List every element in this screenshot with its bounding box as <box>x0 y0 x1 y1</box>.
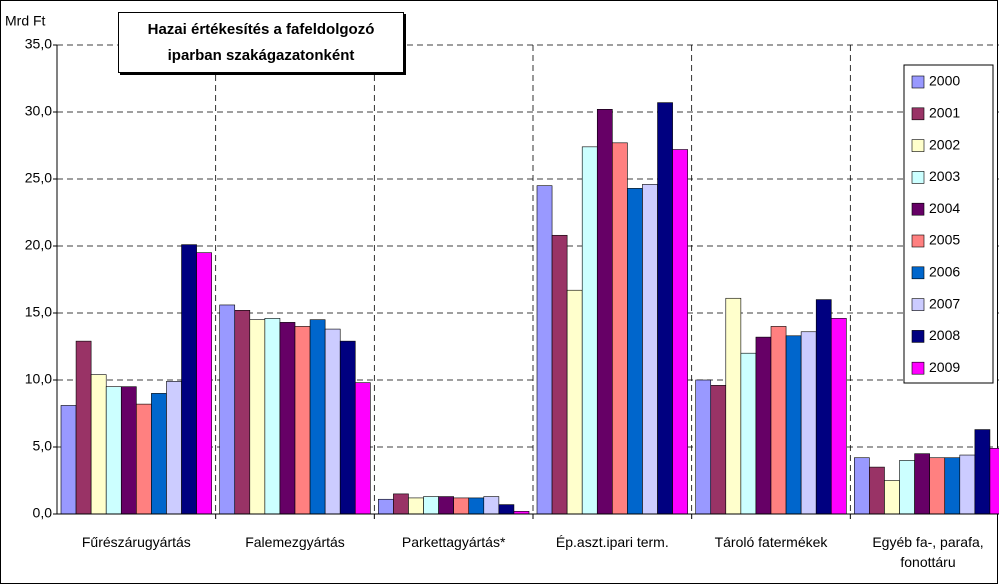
bar <box>672 149 688 515</box>
bar <box>854 457 870 515</box>
bar <box>324 328 341 515</box>
bar <box>279 322 296 515</box>
legend-label: 2000 <box>929 73 960 89</box>
chart-title: Hazai értékesítés a fafeldolgozó iparban… <box>118 12 404 73</box>
bar <box>90 374 107 515</box>
y-tick-label: 5,0 <box>33 438 53 454</box>
bar <box>551 234 568 515</box>
bar <box>566 289 583 515</box>
bar <box>219 304 236 515</box>
bar <box>136 403 152 515</box>
bar <box>453 497 470 515</box>
legend-label: 2005 <box>929 232 960 248</box>
bar <box>294 326 311 515</box>
bar <box>309 319 326 515</box>
legend-label: 2007 <box>929 295 960 311</box>
bar <box>642 184 658 515</box>
bar <box>468 497 485 515</box>
y-tick-label: 15,0 <box>25 304 52 320</box>
y-tick-label: 20,0 <box>25 237 52 253</box>
bar <box>710 385 727 515</box>
legend-swatch <box>911 330 925 343</box>
y-tick-label: 10,0 <box>25 371 52 387</box>
bar <box>974 429 991 515</box>
bar <box>725 297 742 515</box>
bar <box>800 331 817 515</box>
x-tick-label: Fűrészárugyártás <box>81 534 191 550</box>
bar <box>264 318 281 515</box>
bar <box>581 146 598 515</box>
legend-swatch <box>911 361 925 375</box>
bar <box>755 336 772 515</box>
bar <box>378 498 394 515</box>
bar <box>884 480 900 515</box>
bar <box>740 352 757 515</box>
bar <box>393 493 409 515</box>
bar <box>408 497 424 515</box>
legend-swatch <box>911 107 925 121</box>
legend-label: 2004 <box>929 200 960 216</box>
bar <box>657 102 673 515</box>
bar <box>75 340 92 515</box>
bar <box>929 457 946 515</box>
bar <box>770 326 787 515</box>
bar <box>120 386 137 515</box>
bar <box>596 109 613 515</box>
legend-swatch <box>911 266 925 280</box>
legend-swatch <box>911 202 925 216</box>
legend-swatch <box>911 234 925 248</box>
bar <box>627 188 643 515</box>
bar <box>612 142 628 515</box>
bar <box>249 319 266 515</box>
bar <box>815 299 832 515</box>
bar <box>166 381 182 515</box>
bar <box>438 496 454 515</box>
bar <box>914 453 930 515</box>
y-tick-label: 35,0 <box>25 36 52 52</box>
x-tick-label: Tároló fatermékek <box>714 534 828 550</box>
x-tick-label: Falemezgyártás <box>245 534 345 550</box>
y-tick-label: 0,0 <box>33 505 53 521</box>
bar <box>483 496 500 515</box>
bar <box>785 335 802 515</box>
bar <box>869 466 885 515</box>
y-axis-label: Mrd Ft <box>5 13 46 29</box>
x-tick-label: Parkettagyártás* <box>401 534 506 550</box>
bar <box>498 504 515 515</box>
legend-swatch <box>911 139 925 152</box>
bar <box>944 457 961 515</box>
bar <box>989 448 999 515</box>
legend-label: 2001 <box>929 105 960 121</box>
y-tick-label: 30,0 <box>25 103 52 119</box>
legend-label: 2009 <box>929 359 960 375</box>
bar <box>181 244 197 515</box>
legend-label: 2008 <box>929 327 960 343</box>
bar <box>105 386 122 515</box>
legend-swatch <box>911 171 925 184</box>
bar <box>234 310 251 515</box>
bar <box>151 393 167 515</box>
y-tick-label: 25,0 <box>25 170 52 186</box>
bar <box>60 405 77 515</box>
legend-swatch <box>911 298 925 311</box>
bar <box>695 379 712 515</box>
bar <box>536 185 553 515</box>
legend-label: 2002 <box>929 136 960 152</box>
x-tick-label: Ép.aszt.ipari term. <box>555 534 669 550</box>
bar <box>339 340 356 515</box>
bar <box>959 454 976 515</box>
legend-label: 2003 <box>929 168 960 184</box>
bar <box>354 382 371 515</box>
legend-label: 2006 <box>929 264 960 280</box>
legend-swatch <box>911 75 925 89</box>
bar <box>830 318 847 515</box>
x-tick-label: Egyéb fa-, parafa, fonottáru <box>872 534 984 570</box>
bar <box>423 496 439 515</box>
bar <box>196 252 212 515</box>
bar <box>899 460 915 515</box>
